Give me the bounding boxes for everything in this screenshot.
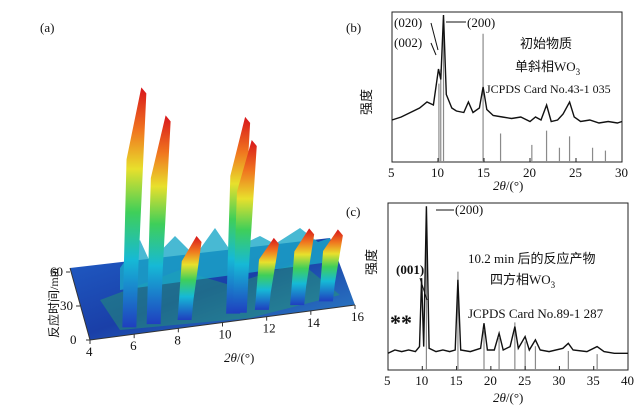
- b-xtick-label-1: 10: [431, 165, 444, 180]
- c-xtick-label-4: 25: [518, 373, 531, 388]
- c-xtick-label-1: 10: [415, 373, 428, 388]
- peak-leader-002: [430, 42, 437, 56]
- panel-c-x-ticks: 5 10 15 20 25 30 35 40: [384, 366, 634, 388]
- panel-c-ylabel: 强度: [364, 249, 379, 275]
- panel-c-title-2: 四方相WO3: [490, 272, 556, 290]
- panel-a-xlabel-var: 2θ: [224, 350, 238, 365]
- panel-a-label: (a): [40, 20, 54, 35]
- c-xtick-label-6: 35: [587, 373, 600, 388]
- panel-b-reference-sticks: [438, 26, 607, 162]
- c-xtick-label-2: 15: [450, 373, 463, 388]
- panel-a-xlabel: 2θ/(°): [224, 350, 254, 365]
- ridge-peak-7: [318, 229, 343, 302]
- c-xtick-label-3: 20: [484, 373, 497, 388]
- a-xtick-label-1: 6: [130, 338, 137, 353]
- ridge-peak-4: [177, 236, 202, 321]
- a-xtick-label-5: 14: [307, 315, 321, 330]
- panel-c-xlabel-var: 2θ: [493, 390, 507, 405]
- panel-b-x-ticks: 5 10 15 20 25 30: [388, 158, 628, 180]
- b-xtick-label-2: 15: [477, 165, 490, 180]
- impurity-markers: **: [390, 310, 412, 335]
- peak-label-001: (001): [396, 262, 424, 277]
- panel-c-title-2-sub: 3: [551, 280, 556, 290]
- panel-b-title-1: 初始物质: [520, 36, 572, 51]
- a-ytick-label-0: 0: [70, 332, 77, 347]
- panel-c-title-3: JCPDS Card No.89-1 287: [468, 306, 604, 321]
- ridge-peak-1: [146, 115, 171, 325]
- panel-b-title-3: JCPDS Card No.43-1 035: [486, 82, 611, 96]
- a-ytick-label-1: 30: [60, 298, 73, 313]
- peak-label-002: (002): [394, 35, 422, 50]
- panel-c-pattern-line: [387, 206, 628, 354]
- panel-a-y-ticks: 0 30 60: [50, 264, 90, 347]
- peak-label-020: (020): [394, 15, 422, 30]
- panel-b-xlabel-unit: /(°): [506, 178, 523, 193]
- panel-c-label: (c): [346, 204, 360, 219]
- ridge-peak-5: [254, 237, 279, 310]
- surface-ridges: [122, 87, 343, 328]
- a-xtick-label-4: 12: [263, 321, 276, 336]
- panel-a-xlabel-unit: /(°): [237, 350, 254, 365]
- a-xtick-label-6: 16: [351, 309, 365, 324]
- panel-b-label: (b): [346, 20, 361, 35]
- peak-leader-020: [430, 22, 439, 51]
- b-xtick-label-0: 5: [388, 165, 395, 180]
- panel-b-frame: [391, 11, 623, 163]
- ridge-peak-6: [290, 228, 315, 306]
- panel-b-ylabel: 强度: [359, 89, 374, 115]
- panel-a-x-ticks: 4 6 8 10 12 14 16: [86, 305, 365, 359]
- ridge-peak-0: [122, 87, 147, 328]
- panel-c-xlabel-unit: /(°): [506, 390, 523, 405]
- peak-label-200c: (200): [455, 202, 483, 217]
- panel-b-xlabel: 2θ/(°): [493, 178, 523, 193]
- a-xtick-label-0: 4: [86, 344, 93, 359]
- panel-c-title-2-main: 四方相WO: [490, 272, 551, 287]
- peak-leader-001: [419, 277, 428, 301]
- panel-b-xrd-chart: (b) 5 10 15 20 25 30 强度 2θ/(°) (020) (002) (2…: [346, 11, 628, 193]
- c-xtick-label-0: 5: [384, 373, 391, 388]
- panel-a-ylabel: 反应时间/min: [46, 268, 61, 338]
- panel-b-title-2-main: 单斜相WO: [515, 59, 576, 74]
- a-ytick-label-2: 60: [50, 264, 63, 279]
- b-xtick-label-3: 20: [523, 165, 536, 180]
- peak-label-200: (200): [467, 15, 495, 30]
- panel-c-xrd-chart: (c) 5 10 15 20 25 30 35 40 强度 2θ/(°) (001) (200…: [346, 202, 634, 405]
- a-xtick-label-3: 10: [219, 327, 232, 342]
- a-xtick-label-2: 8: [174, 332, 181, 347]
- panel-c-frame: [387, 202, 629, 371]
- panel-b-title-2: 单斜相WO3: [515, 59, 581, 77]
- panel-b-xlabel-var: 2θ: [493, 178, 507, 193]
- b-xtick-label-4: 25: [569, 165, 582, 180]
- panel-a-surface-plot: (a) 4 6 8 10 12 14 16 0 30 60 2θ/(°) 反应时间/min: [40, 20, 365, 365]
- y-axis-line: [69, 267, 91, 341]
- c-xtick-label-5: 30: [552, 373, 565, 388]
- b-xtick-label-5: 30: [615, 165, 628, 180]
- panel-c-xlabel: 2θ/(°): [493, 390, 523, 405]
- panel-c-title-1: 10.2 min 后的反应产物: [468, 251, 595, 266]
- panel-c-reference-sticks: [425, 219, 598, 370]
- ridge-peak-3: [232, 139, 257, 313]
- c-xtick-label-7: 40: [621, 373, 634, 388]
- panel-b-title-2-sub: 3: [576, 67, 581, 77]
- panel-b-pattern-line: [391, 14, 623, 124]
